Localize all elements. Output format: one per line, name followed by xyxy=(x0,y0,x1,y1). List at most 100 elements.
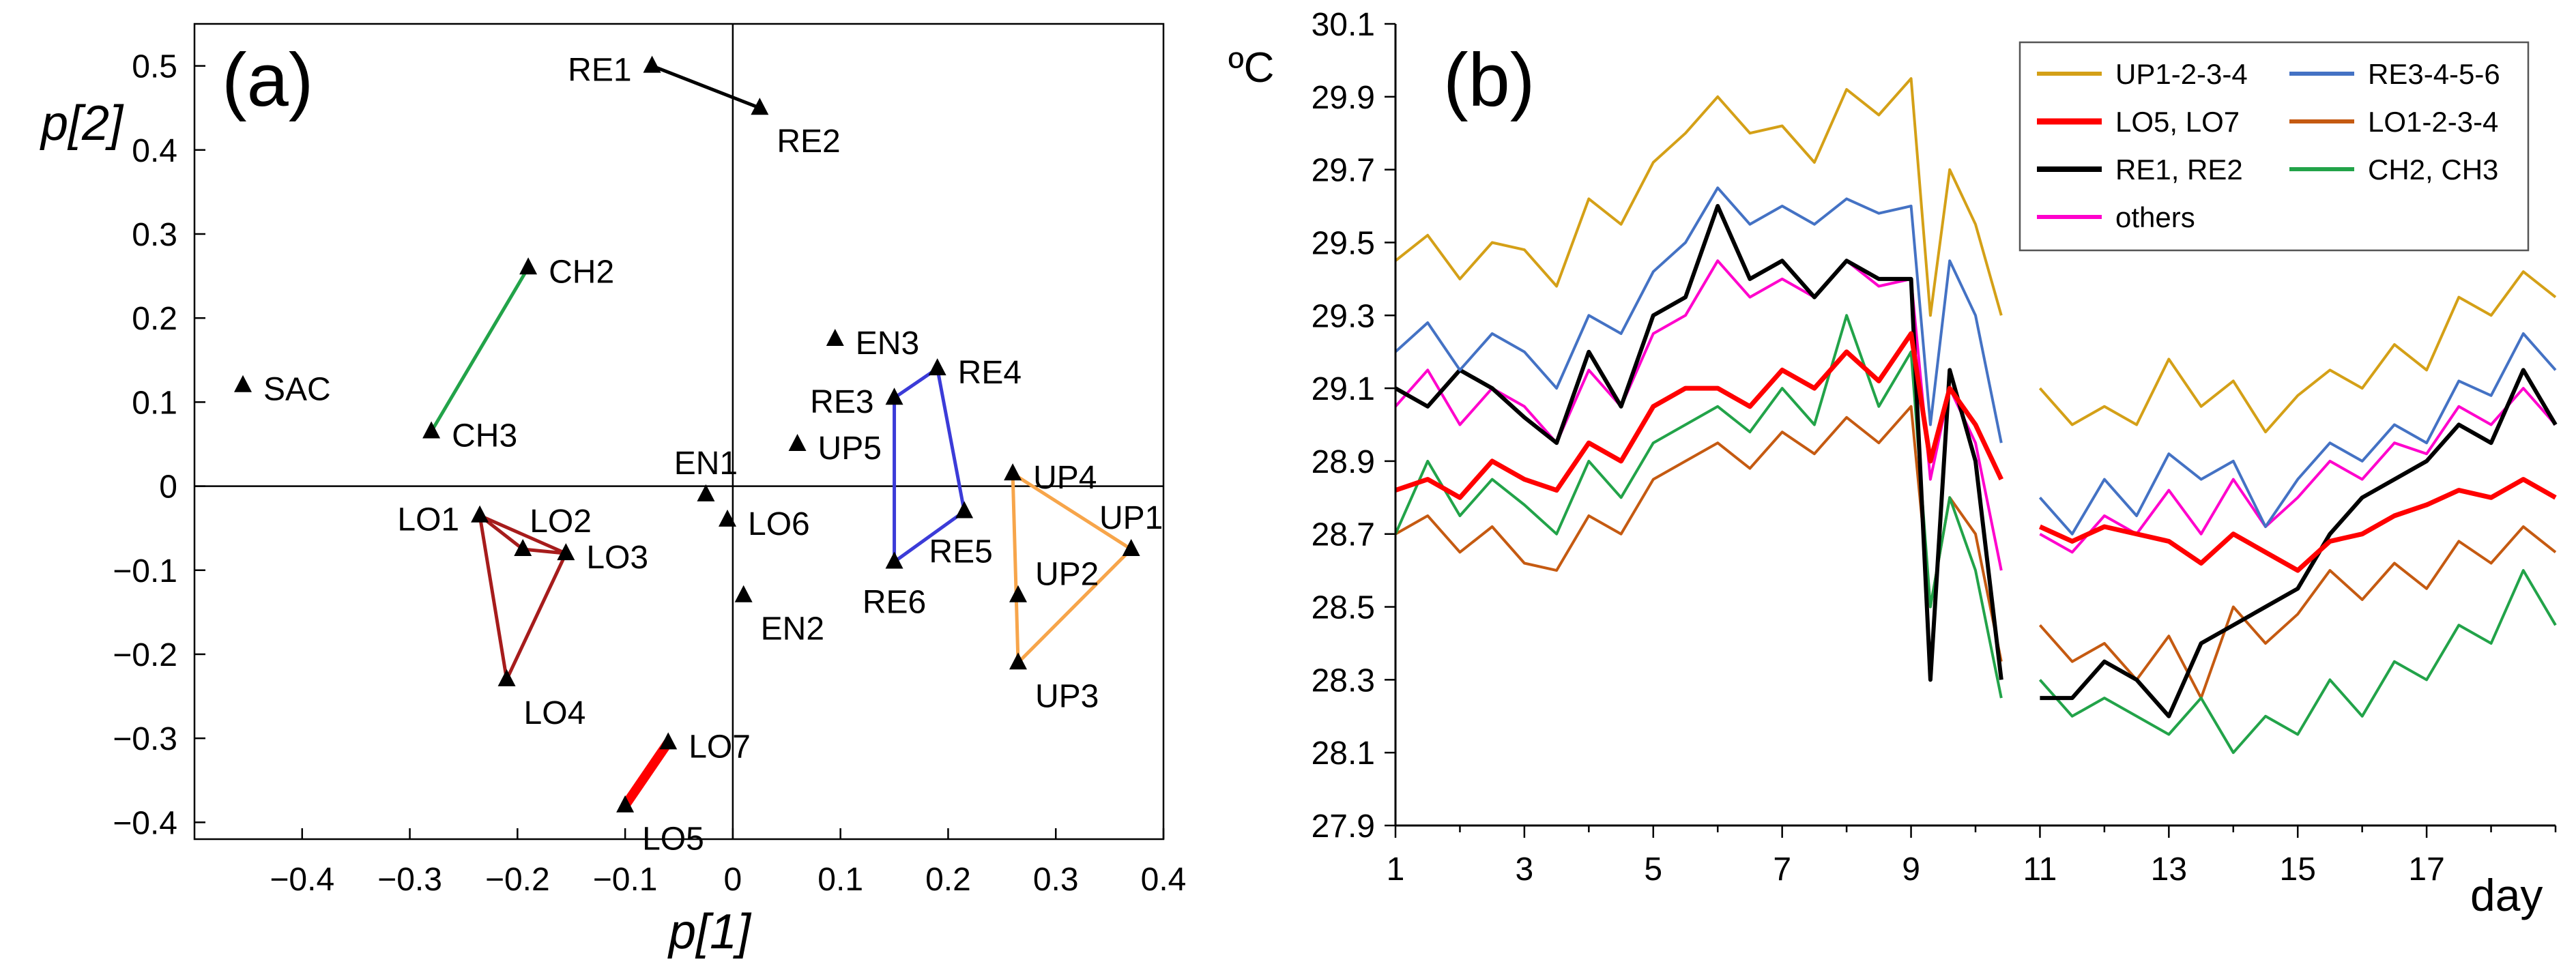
legend-entry-label: LO5, LO7 xyxy=(2115,106,2240,138)
x-tick-label: 5 xyxy=(1644,851,1662,888)
panel-a-ticks: −0.4 −0.3 −0.2 −0.1 0 0.1 0.2 0.3 0.4 0.5 0.4 0.3 0.… xyxy=(113,49,1186,898)
series-line-re3-4-5-6 xyxy=(1394,186,2557,536)
point-label-en2: EN2 xyxy=(761,611,824,647)
series-line-up1-2-3-4 xyxy=(1394,77,2557,434)
point-label-up5: UP5 xyxy=(818,430,882,467)
y-tick-label: 29.1 xyxy=(1312,371,1375,407)
panel-b-legend: UP1-2-3-4 RE3-4-5-6 LO5, LO7 LO1-2-3-4 RE1, … xyxy=(2018,41,2530,252)
y-tick-label: 27.9 xyxy=(1312,808,1375,845)
point-marker-re6 xyxy=(885,551,903,569)
y-tick-label: 28.9 xyxy=(1312,444,1375,480)
point-label-en3: EN3 xyxy=(856,325,919,362)
x-tick-label: 7 xyxy=(1773,851,1791,888)
point-marker-en2 xyxy=(734,585,753,602)
series-line-re1-re2 xyxy=(1394,204,2558,718)
y-tick-label: 0.2 xyxy=(132,301,177,337)
x-tick-label: 0.2 xyxy=(925,862,971,898)
y-tick-label: 28.1 xyxy=(1312,735,1375,772)
panel-b-x-axis-label: day xyxy=(2470,870,2543,920)
legend-entry-label: LO1-2-3-4 xyxy=(2368,106,2498,138)
y-tick-label: 29.7 xyxy=(1312,153,1375,189)
x-tick-label: 0.3 xyxy=(1033,862,1079,898)
y-tick-label: 28.5 xyxy=(1312,590,1375,626)
panel-a-group-polygons xyxy=(429,64,1133,808)
x-tick-label: 9 xyxy=(1902,851,1920,888)
y-tick-label: 0.5 xyxy=(132,49,177,85)
point-label-up1: UP1 xyxy=(1099,500,1163,536)
series-line-lo1-2-3-4 xyxy=(1395,405,2557,700)
point-label-re2: RE2 xyxy=(777,123,840,160)
y-tick-label: 28.7 xyxy=(1312,517,1375,553)
point-marker-up5 xyxy=(788,433,807,451)
point-label-re6: RE6 xyxy=(863,584,926,620)
point-label-en1: EN1 xyxy=(674,446,738,482)
y-tick-label: 29.5 xyxy=(1312,225,1375,261)
panel-b-label: (b) xyxy=(1443,38,1535,122)
group-line-re3-4-5-6 xyxy=(893,366,966,564)
legend-entry-label: CH2, CH3 xyxy=(2368,154,2498,186)
panel-a-x-axis-label: p[1] xyxy=(667,905,752,959)
panel-b-unit-label: ºC xyxy=(1228,44,1274,91)
group-line-up1-2-3-4 xyxy=(1011,471,1133,664)
x-tick-label: 11 xyxy=(2023,851,2057,888)
y-tick-label: 0.1 xyxy=(132,385,177,421)
point-marker-up1 xyxy=(1122,538,1140,556)
point-marker-up4 xyxy=(1004,463,1022,481)
legend-entry-label: RE1, RE2 xyxy=(2115,154,2243,186)
point-marker-lo3 xyxy=(557,543,575,561)
point-marker-en3 xyxy=(826,328,844,346)
panel-a-y-axis-label: p[2] xyxy=(40,96,124,151)
x-tick-label: −0.2 xyxy=(485,862,550,898)
panel-b-ticks: 30.1 29.9 29.7 29.5 29.3 29.1 28.9 28.7 28.5 28.3… xyxy=(1312,7,2557,888)
panel-a-pca-scatter: −0.4 −0.3 −0.2 −0.1 0 0.1 0.2 0.3 0.4 0.5 0.4 0.3 0.… xyxy=(40,23,1186,959)
x-tick-label: 0.1 xyxy=(817,862,863,898)
y-tick-label: −0.2 xyxy=(113,637,177,673)
point-label-re3: RE3 xyxy=(810,384,873,420)
y-tick-label: 29.9 xyxy=(1312,80,1375,116)
y-tick-label: −0.1 xyxy=(113,553,177,589)
x-tick-label: 3 xyxy=(1516,851,1534,888)
point-label-lo6: LO6 xyxy=(748,506,810,542)
y-tick-label: 29.3 xyxy=(1312,298,1375,334)
point-marker-up3 xyxy=(1009,652,1027,670)
group-line-re1-re2 xyxy=(651,64,761,110)
x-tick-label: −0.1 xyxy=(593,862,658,898)
point-label-sac: SAC xyxy=(263,372,331,408)
point-marker-en1 xyxy=(697,484,715,501)
x-tick-label: 13 xyxy=(2151,851,2187,888)
point-marker-ch3 xyxy=(422,421,441,439)
point-label-up3: UP3 xyxy=(1035,678,1099,714)
y-tick-label: 28.3 xyxy=(1312,662,1375,699)
point-label-lo7: LO7 xyxy=(689,729,751,765)
x-tick-label: 0 xyxy=(724,862,742,898)
x-tick-label: 15 xyxy=(2280,851,2316,888)
panel-b-temperature-lines: 30.1 29.9 29.7 29.5 29.3 29.1 28.9 28.7 28.5 28.3… xyxy=(1228,7,2558,920)
y-tick-label: 0.4 xyxy=(132,133,177,169)
series-line-lo5-lo7 xyxy=(1394,331,2557,573)
y-tick-label: 0.3 xyxy=(132,217,177,253)
point-marker-re2 xyxy=(751,98,769,115)
point-marker-lo6 xyxy=(719,509,736,527)
point-marker-ch2 xyxy=(519,257,538,275)
group-line-ch2-ch3 xyxy=(429,266,530,433)
legend-box xyxy=(2018,41,2530,252)
x-tick-label: −0.4 xyxy=(270,862,334,898)
point-marker-re4 xyxy=(928,358,946,376)
point-marker-sac xyxy=(234,375,252,392)
x-tick-label: −0.3 xyxy=(377,862,442,898)
point-label-lo2: LO2 xyxy=(530,503,592,540)
panel-a-plot-frame xyxy=(193,23,1165,841)
point-label-lo5: LO5 xyxy=(642,821,704,858)
point-marker-lo7 xyxy=(659,732,678,750)
legend-entry-label: others xyxy=(2115,201,2195,233)
group-line-lo5-lo7 xyxy=(621,740,673,808)
legend-entry-label: UP1-2-3-4 xyxy=(2115,58,2248,90)
point-marker-re3 xyxy=(885,388,903,405)
x-tick-label: 0.4 xyxy=(1141,862,1187,898)
panel-b-series xyxy=(1394,77,2558,755)
point-label-lo1: LO1 xyxy=(397,502,459,538)
point-marker-up2 xyxy=(1009,585,1027,602)
x-tick-label: 1 xyxy=(1387,851,1405,888)
point-marker-lo5 xyxy=(616,795,635,813)
point-label-re4: RE4 xyxy=(958,355,1022,391)
